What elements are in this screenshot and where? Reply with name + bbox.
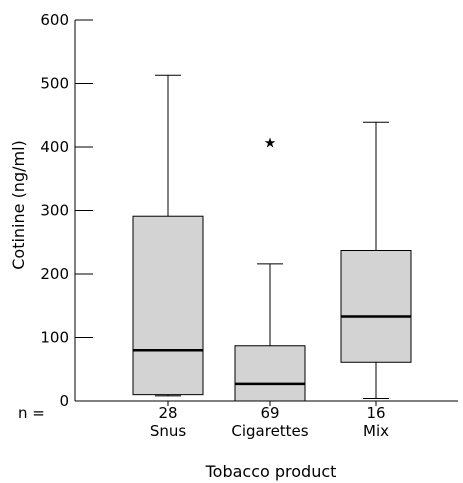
y-tick-label: 500 xyxy=(40,75,69,93)
y-tick-label: 400 xyxy=(40,138,69,156)
outlier-point: ★ xyxy=(264,135,277,151)
iqr-box xyxy=(234,345,306,402)
n-count-label: 16 xyxy=(366,404,385,422)
y-tick-label: 600 xyxy=(40,11,69,29)
box-cigarettes: ★ xyxy=(234,135,306,402)
box-mix xyxy=(340,121,412,399)
n-count-label: 28 xyxy=(158,404,177,422)
y-tick-label: 200 xyxy=(40,265,69,283)
iqr-box xyxy=(340,250,412,363)
y-tick-label: 0 xyxy=(59,392,69,410)
boxes: ★ xyxy=(132,74,412,402)
category-label: Mix xyxy=(363,422,389,440)
y-tick-label: 300 xyxy=(40,202,69,220)
box-snus xyxy=(132,74,204,397)
y-axis-title: Cotinine (ng/ml) xyxy=(9,140,28,270)
category-label: Snus xyxy=(150,422,187,440)
iqr-box xyxy=(132,215,204,396)
n-prefix-label: n = xyxy=(18,404,45,422)
category-label: Cigarettes xyxy=(231,422,308,440)
x-axis-title: Tobacco product xyxy=(205,462,337,481)
y-tick-label: 100 xyxy=(40,329,69,347)
n-count-label: 69 xyxy=(260,404,279,422)
